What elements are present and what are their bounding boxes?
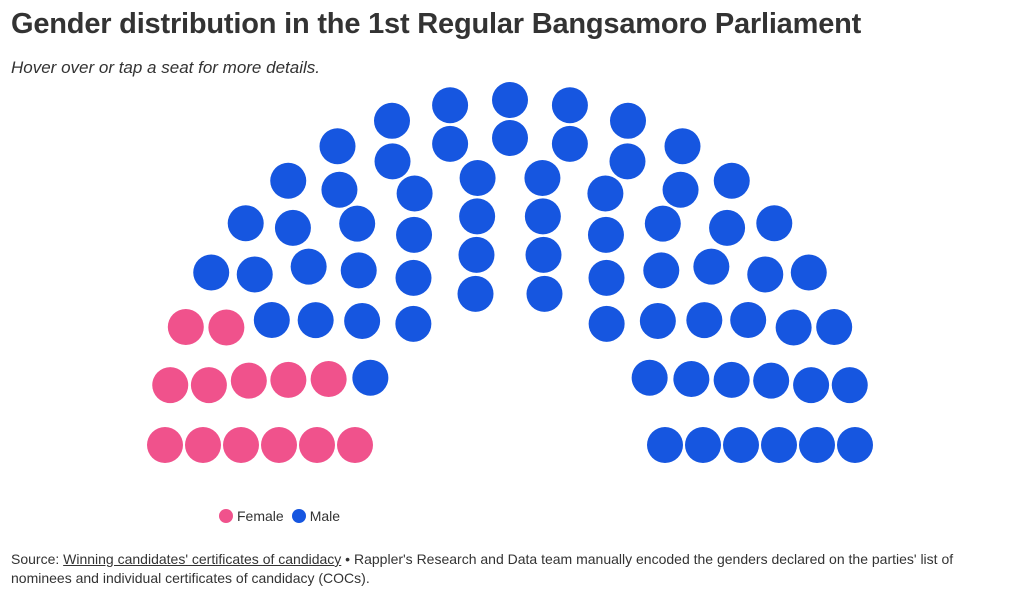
seat-male[interactable]: Male [526, 275, 563, 312]
seat-male[interactable]: Male [673, 360, 710, 397]
seat-male[interactable]: Male [321, 171, 358, 208]
seat-female[interactable]: Female [147, 427, 183, 463]
seat-male[interactable]: Male [664, 128, 701, 165]
seat-male[interactable]: Male [459, 159, 496, 196]
source-note: Source: Winning candidates' certificates… [11, 550, 1011, 588]
seat-male[interactable]: Male [270, 162, 307, 199]
seat-male[interactable]: Male [662, 171, 699, 208]
seat-male[interactable]: Male [227, 205, 264, 242]
seat-female[interactable]: Female [167, 309, 204, 345]
seat-male[interactable]: Male [525, 236, 562, 273]
seat-male[interactable]: Male [395, 305, 432, 342]
seat-female[interactable]: Female [185, 427, 221, 463]
seat-male[interactable]: Male [723, 427, 759, 463]
legend-item-female[interactable]: Female [219, 508, 284, 524]
source-description: Rappler's Research and Data team manuall… [11, 551, 954, 586]
source-prefix: Source: [11, 551, 64, 567]
seat-male[interactable]: Male [339, 205, 376, 242]
seat-male[interactable]: Male [374, 143, 411, 180]
seat-male[interactable]: Male [587, 216, 624, 253]
seat-male[interactable]: Male [686, 302, 723, 339]
seat-male[interactable]: Male [588, 259, 625, 296]
legend-swatch-female [219, 509, 233, 523]
seat-female[interactable]: Female [337, 427, 373, 463]
source-separator: • [341, 551, 354, 567]
seat-male[interactable]: Male [524, 198, 561, 235]
chart-legend: Female Male [219, 508, 348, 524]
seat-female[interactable]: Female [230, 362, 267, 399]
seat-male[interactable]: Male [524, 159, 561, 196]
seat-male[interactable]: Male [756, 205, 793, 242]
seat-male[interactable]: Male [609, 143, 646, 180]
seat-male[interactable]: Male [587, 175, 624, 212]
seat-male[interactable]: Male [747, 256, 784, 293]
seat-male[interactable]: Male [236, 256, 273, 293]
seat-male[interactable]: Male [831, 367, 868, 404]
legend-swatch-male [291, 509, 306, 523]
seat-male[interactable]: Male [837, 427, 873, 463]
seat-male[interactable]: Male [816, 309, 853, 345]
seat-male[interactable]: Male [344, 302, 381, 339]
seat-male[interactable]: Male [799, 427, 835, 463]
seat-male[interactable]: Male [647, 427, 683, 463]
seat-male[interactable]: Male [274, 209, 311, 246]
seat-male[interactable]: Male [458, 236, 495, 273]
seat-female[interactable]: Female [270, 361, 307, 398]
seat-male[interactable]: Male [693, 248, 730, 285]
seat-male[interactable]: Male [551, 87, 588, 124]
seat-female[interactable]: Female [261, 427, 297, 463]
chart-title: Gender distribution in the 1st Regular B… [11, 8, 862, 40]
seat-male[interactable]: Male [492, 82, 528, 118]
seat-male[interactable]: Male [352, 359, 389, 396]
seat-male[interactable]: Male [643, 252, 680, 289]
seat-male[interactable]: Male [253, 301, 290, 338]
legend-item-male[interactable]: Male [291, 508, 341, 524]
seat-male[interactable]: Male [644, 205, 681, 242]
seat-male[interactable]: Male [709, 209, 746, 246]
seat-male[interactable]: Male [432, 125, 469, 162]
seat-male[interactable]: Male [297, 302, 334, 339]
seat-male[interactable]: Male [319, 128, 356, 165]
seat-male[interactable]: Male [340, 252, 377, 289]
seat-female[interactable]: Female [223, 427, 259, 463]
seat-male[interactable]: Male [588, 305, 625, 342]
seat-male[interactable]: Male [551, 125, 588, 162]
seat-male[interactable]: Male [790, 254, 827, 291]
seat-male[interactable]: Male [685, 427, 721, 463]
seat-male[interactable]: Male [396, 175, 433, 212]
seat-female[interactable]: Female [299, 427, 335, 463]
seat-male[interactable]: Male [713, 361, 750, 398]
seat-male[interactable]: Male [713, 162, 750, 199]
legend-label-female: Female [237, 508, 284, 524]
seat-male[interactable]: Male [290, 248, 327, 285]
seat-male[interactable]: Male [374, 102, 410, 139]
seat-male[interactable]: Male [631, 359, 668, 396]
seat-male[interactable]: Male [457, 275, 494, 312]
seat-male[interactable]: Male [193, 254, 230, 291]
seat-male[interactable]: Male [639, 302, 676, 339]
seat-male[interactable]: Male [610, 102, 646, 139]
parliament-chart: FemaleFemaleFemaleFemaleFemaleFemaleFema… [147, 82, 873, 463]
seat-female[interactable]: Female [190, 367, 227, 404]
seat-male[interactable]: Male [432, 87, 469, 124]
chart-subtitle: Hover over or tap a seat for more detail… [11, 58, 320, 77]
source-link[interactable]: Winning candidates' certificates of cand… [63, 551, 342, 567]
seat-male[interactable]: Male [396, 216, 433, 253]
seat-male[interactable]: Male [775, 309, 812, 346]
seat-female[interactable]: Female [208, 309, 245, 346]
seat-male[interactable]: Male [492, 120, 528, 156]
seat-female[interactable]: Female [152, 367, 189, 404]
seat-male[interactable]: Male [395, 259, 432, 296]
seat-female[interactable]: Female [310, 360, 347, 397]
seat-male[interactable]: Male [730, 301, 767, 338]
seat-male[interactable]: Male [761, 427, 797, 463]
legend-label-male: Male [309, 508, 341, 524]
seat-male[interactable]: Male [793, 367, 830, 404]
seat-male[interactable]: Male [459, 198, 496, 235]
seat-male[interactable]: Male [753, 362, 790, 399]
